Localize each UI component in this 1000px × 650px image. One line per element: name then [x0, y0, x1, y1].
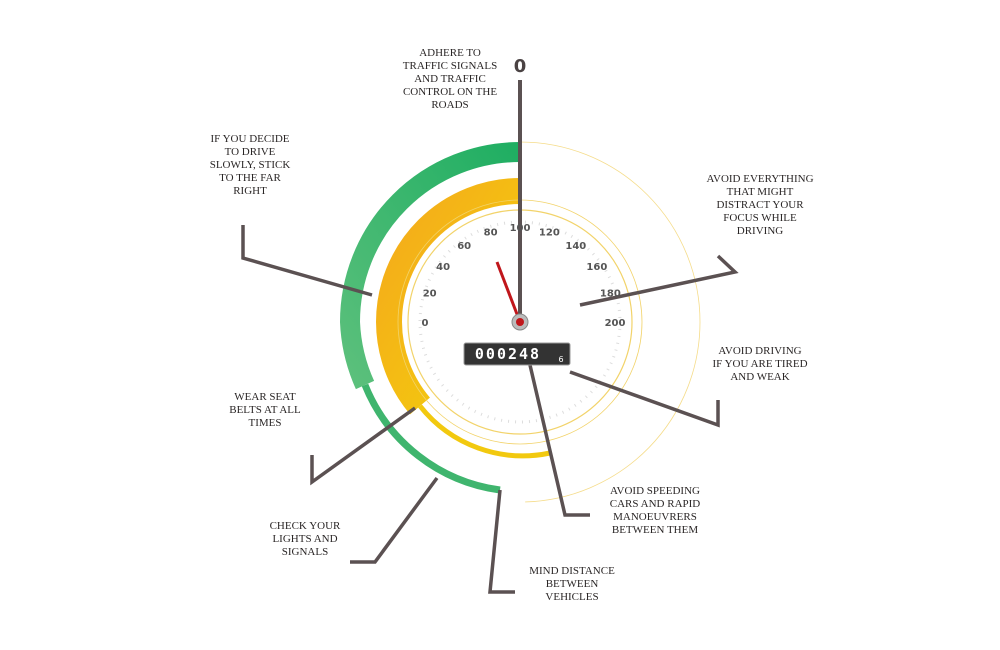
dial-label: 200 [605, 318, 626, 329]
needle-cap [516, 318, 524, 326]
dial-minor-ticks [418, 220, 622, 424]
tip-text: CARS AND RAPID [610, 498, 701, 510]
tip-text: TIMES [249, 417, 282, 429]
dial-label: 160 [586, 262, 607, 273]
odometer-fraction: 6 [558, 355, 563, 364]
tip-text: IF YOU ARE TIRED [712, 358, 807, 370]
tip-text: ROADS [431, 99, 468, 111]
odometer: 000248 [475, 345, 541, 363]
tip-text: IF YOU DECIDE [210, 133, 289, 145]
tip-text: TRAFFIC SIGNALS [403, 60, 497, 72]
tip-text: DISTRACT YOUR [716, 199, 804, 211]
tip-text: THAT MIGHT [727, 186, 794, 198]
tip-text: AVOID DRIVING [718, 345, 801, 357]
dial-label: 120 [539, 228, 560, 239]
callout-line [579, 254, 739, 307]
tip-text: DRIVING [737, 225, 783, 237]
tip-text: SLOWLY, STICK [210, 159, 291, 171]
dial-label: 80 [484, 228, 498, 239]
dial-label: 100 [510, 223, 531, 234]
callout-line [241, 225, 373, 297]
green-arc [339, 142, 521, 390]
tip-text: AVOID EVERYTHING [706, 173, 813, 185]
callout-line [488, 489, 515, 594]
tip-text: MIND DISTANCE [529, 565, 615, 577]
top-mark: 0 [514, 56, 527, 77]
tip-text: BETWEEN THEM [612, 524, 698, 536]
tip-text: CONTROL ON THE [403, 86, 497, 98]
dial-label: 180 [600, 289, 621, 300]
tip-text: SIGNALS [282, 546, 328, 558]
callout-line [350, 476, 439, 564]
gauge-rings [241, 80, 739, 594]
dial-label: 0 [422, 318, 429, 329]
callout-lines [241, 80, 739, 594]
tip-text: FOCUS WHILE [723, 212, 797, 224]
odometer-box [463, 342, 571, 366]
tip-text: AVOID SPEEDING [610, 485, 700, 497]
dial-label: 40 [436, 262, 450, 273]
tip-text: AND WEAK [730, 371, 789, 383]
tip-text: RIGHT [233, 185, 267, 197]
tip-text: WEAR SEAT [234, 391, 296, 403]
tip-text: TO DRIVE [225, 146, 276, 158]
callout-line [528, 364, 590, 517]
yellow-tail [418, 404, 551, 459]
tip-text: BETWEEN [546, 578, 599, 590]
tip-text: AND TRAFFIC [414, 73, 486, 85]
tip-text: BELTS AT ALL [229, 404, 301, 416]
needle [495, 261, 522, 323]
yellow-arc [375, 178, 521, 415]
callout-line [310, 406, 417, 486]
green-tail [361, 383, 501, 494]
dial-label: 20 [423, 289, 437, 300]
dial-label: 140 [565, 241, 586, 252]
tip-text: TO THE FAR [219, 172, 281, 184]
tip-text: VEHICLES [545, 591, 598, 603]
tip-text: CHECK YOUR [270, 520, 341, 532]
callout-line [569, 370, 720, 428]
tip-text: LIGHTS AND [272, 533, 337, 545]
tip-text: MANOEUVRERS [613, 511, 697, 523]
tip-text: ADHERE TO [419, 47, 481, 59]
dial-label: 60 [457, 241, 471, 252]
